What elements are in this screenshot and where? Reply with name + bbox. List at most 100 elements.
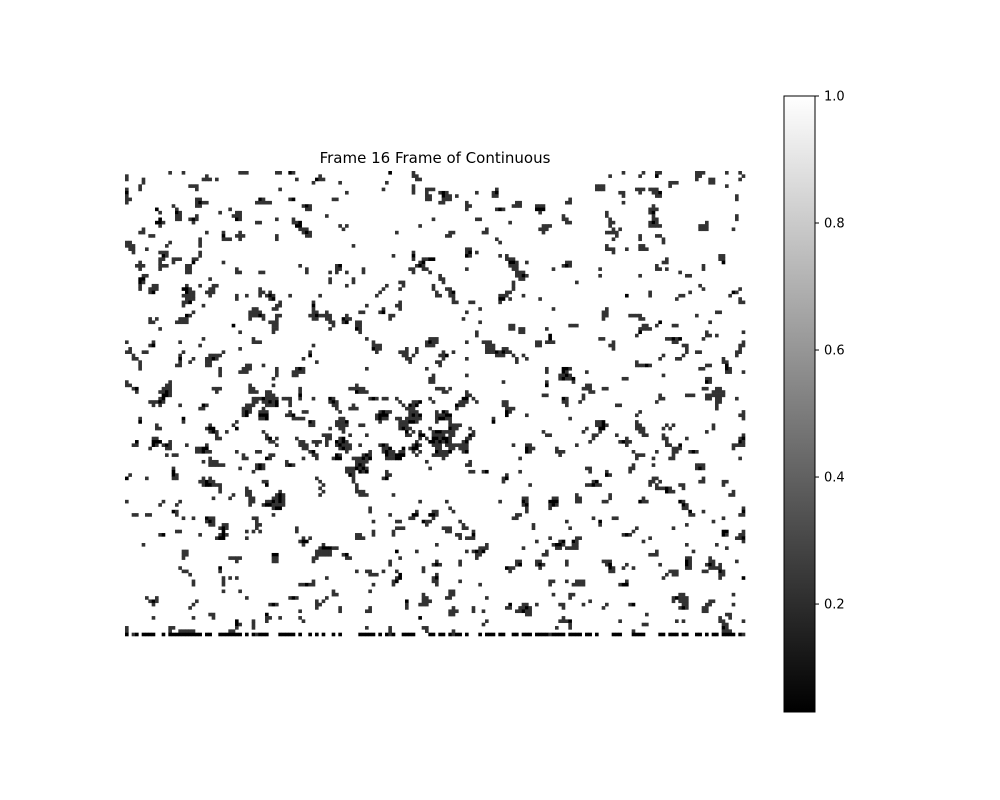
heatmap-cell (328, 546, 332, 550)
heatmap-cell (428, 397, 432, 401)
heatmap-cell (252, 387, 256, 391)
heatmap-cell (298, 583, 302, 587)
heatmap-cell (655, 550, 659, 554)
heatmap-cell (638, 327, 642, 331)
heatmap-cell (272, 400, 276, 404)
heatmap-cell (708, 364, 712, 368)
heatmap-cell (388, 450, 392, 454)
heatmap-cell (398, 281, 402, 285)
heatmap-cell (605, 603, 609, 607)
heatmap-cell (722, 254, 726, 258)
heatmap-cell (525, 443, 529, 447)
heatmap-cell (192, 218, 196, 222)
heatmap-cell (458, 580, 462, 584)
heatmap-cell (398, 450, 402, 454)
heatmap-cell (182, 317, 186, 321)
heatmap-cell (518, 204, 522, 208)
heatmap-cell (342, 430, 346, 434)
heatmap-cell (232, 556, 236, 560)
heatmap-cell (712, 563, 716, 567)
heatmap-cell (718, 257, 722, 261)
heatmap-cell (498, 354, 502, 358)
heatmap-cell (292, 198, 296, 202)
heatmap-cell (345, 450, 349, 454)
heatmap-cell (512, 204, 516, 208)
heatmap-cell (638, 423, 642, 427)
heatmap-cell (368, 606, 372, 610)
heatmap-cell (438, 437, 442, 441)
heatmap-cell (642, 364, 646, 368)
heatmap-cell (698, 224, 702, 228)
heatmap-cell (582, 430, 586, 434)
heatmap-cell (442, 633, 446, 637)
heatmap-cell (685, 523, 689, 527)
heatmap-cell (548, 433, 552, 437)
heatmap-cell (315, 633, 319, 637)
heatmap-cell (172, 626, 176, 630)
heatmap-cell (468, 394, 472, 398)
heatmap-cell (305, 234, 309, 238)
heatmap-cell (425, 460, 429, 464)
heatmap-cell (398, 573, 402, 577)
heatmap-cell (732, 603, 736, 607)
heatmap-cell (218, 463, 222, 467)
heatmap-cell (565, 374, 569, 378)
heatmap-cell (482, 550, 486, 554)
heatmap-cell (648, 221, 652, 225)
heatmap-cell (408, 410, 412, 414)
heatmap-cell (635, 427, 639, 431)
heatmap-cell (562, 633, 566, 637)
heatmap-cell (568, 619, 572, 623)
heatmap-cell (182, 629, 186, 633)
heatmap-cell (735, 194, 739, 198)
heatmap-cell (272, 503, 276, 507)
heatmap-cell (525, 633, 529, 637)
heatmap-cell (275, 437, 279, 441)
heatmap-cell (158, 257, 162, 261)
heatmap-cell (212, 483, 216, 487)
heatmap-cell (258, 530, 262, 534)
heatmap-cell (495, 354, 499, 358)
heatmap-cell (202, 460, 206, 464)
heatmap-cell (672, 453, 676, 457)
heatmap-cell (402, 404, 406, 408)
heatmap-cell (735, 214, 739, 218)
heatmap-cell (685, 566, 689, 570)
heatmap-cell (138, 284, 142, 288)
heatmap-cell (305, 267, 309, 271)
heatmap-cell (708, 380, 712, 384)
heatmap-cell (232, 214, 236, 218)
heatmap-cell (432, 218, 436, 222)
heatmap-image (125, 171, 745, 636)
heatmap-cell (742, 370, 746, 374)
heatmap-cell (725, 367, 729, 371)
heatmap-cell (642, 453, 646, 457)
heatmap-cell (702, 267, 706, 271)
heatmap-cell (598, 520, 602, 524)
heatmap-cell (208, 516, 212, 520)
heatmap-cell (278, 171, 282, 175)
heatmap-cell (492, 420, 496, 424)
heatmap-cell (262, 407, 266, 411)
heatmap-cell (515, 633, 519, 637)
heatmap-cell (722, 530, 726, 534)
heatmap-cell (568, 633, 572, 637)
heatmap-cell (438, 417, 442, 421)
heatmap-cell (185, 550, 189, 554)
heatmap-cell (352, 467, 356, 471)
heatmap-cell (558, 377, 562, 381)
heatmap-cell (398, 576, 402, 580)
heatmap-cell (738, 347, 742, 351)
heatmap-cell (195, 214, 199, 218)
heatmap-cell (198, 447, 202, 451)
heatmap-cell (405, 603, 409, 607)
heatmap-cell (652, 211, 656, 215)
heatmap-cell (588, 467, 592, 471)
heatmap-cell (562, 377, 566, 381)
heatmap-cell (658, 394, 662, 398)
heatmap-cell (242, 171, 246, 175)
heatmap-cell (312, 423, 316, 427)
heatmap-cell (512, 287, 516, 291)
heatmap-cell (248, 367, 252, 371)
heatmap-cell (462, 404, 466, 408)
